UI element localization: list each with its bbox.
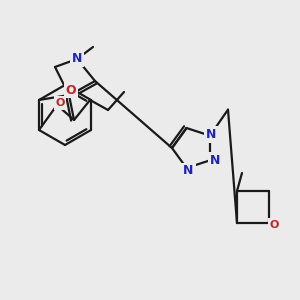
Text: O: O [55,98,65,108]
Text: N: N [210,154,220,167]
Text: N: N [183,164,194,178]
Text: N: N [206,128,216,141]
Text: O: O [66,83,76,97]
Text: O: O [269,220,279,230]
Text: N: N [72,52,82,65]
